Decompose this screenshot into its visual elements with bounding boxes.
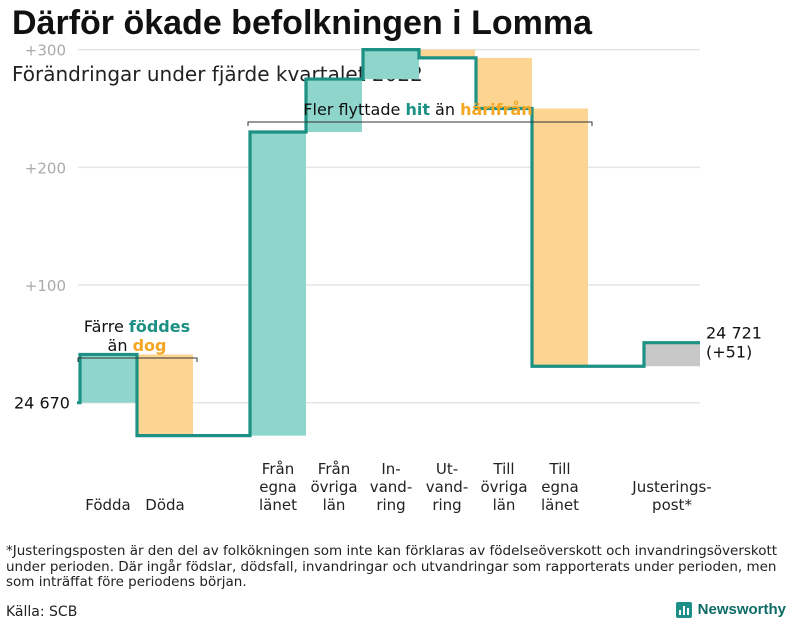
category-label-till_egna: länet bbox=[541, 496, 579, 514]
end-value-label: 24 721 bbox=[706, 324, 762, 343]
bar-chart-icon bbox=[675, 601, 692, 618]
moves-annotation: Fler flyttade hit än härifrån bbox=[303, 100, 532, 119]
category-label-invandring: vand- bbox=[370, 478, 413, 496]
y-tick-label: +200 bbox=[25, 159, 66, 177]
category-label-invandring: ring bbox=[376, 496, 405, 514]
category-label-fran_egna: Från bbox=[262, 460, 294, 478]
category-label-fodda: Födda bbox=[85, 496, 131, 514]
category-label-justering: post* bbox=[652, 496, 692, 514]
annotation-layer: Färre föddes än dog Fler flyttade hit än… bbox=[77, 100, 593, 362]
category-label-till_ovriga: län bbox=[493, 496, 516, 514]
category-label-till_egna: egna bbox=[541, 478, 578, 496]
start-value-label: 24 670 bbox=[14, 394, 70, 413]
y-tick-label: +100 bbox=[25, 277, 66, 295]
bar-layer bbox=[80, 49, 700, 436]
chart-title: Därför ökade befolkningen i Lomma bbox=[12, 4, 592, 42]
category-label-fran_ovriga: län bbox=[323, 496, 346, 514]
line-layer bbox=[77, 48, 700, 438]
category-label-invandring: In- bbox=[381, 460, 400, 478]
bar-doda bbox=[137, 354, 193, 436]
births-bracket bbox=[77, 357, 198, 362]
y-tick-label: +300 bbox=[25, 42, 66, 60]
bar-fran_egna bbox=[250, 132, 306, 436]
category-label-fran_ovriga: Från bbox=[318, 460, 350, 478]
category-label-utvandring: ring bbox=[432, 496, 461, 514]
footnote: *Justeringsposten är den del av folkökni… bbox=[6, 543, 778, 590]
bar-till_egna bbox=[532, 108, 588, 367]
category-label-till_ovriga: övriga bbox=[480, 478, 527, 496]
category-label-utvandring: Ut- bbox=[436, 460, 458, 478]
bar-fodda bbox=[80, 354, 136, 403]
brand-logo: Newsworthy bbox=[675, 601, 786, 618]
category-label-fran_egna: länet bbox=[259, 496, 297, 514]
category-label-justering: Justerings- bbox=[631, 478, 711, 496]
end-value-label: (+51) bbox=[706, 343, 752, 362]
cumulative-step-line bbox=[77, 48, 700, 438]
category-label-utvandring: vand- bbox=[426, 478, 469, 496]
category-label-doda: Döda bbox=[145, 496, 184, 514]
bar-justering bbox=[644, 342, 700, 367]
births-annotation-line2: än dog bbox=[108, 336, 167, 355]
brand-name: Newsworthy bbox=[697, 601, 786, 618]
bar-fran_ovriga bbox=[306, 79, 362, 133]
category-label-till_egna: Till bbox=[548, 460, 570, 478]
bar-utvandring bbox=[419, 49, 475, 58]
bar-invandring bbox=[363, 49, 419, 80]
category-label-fran_egna: egna bbox=[259, 478, 296, 496]
source-label: Källa: SCB bbox=[6, 604, 78, 620]
moves-bracket bbox=[247, 121, 593, 126]
waterfall-chart: +100+200+300 Födda DödaFrånegnalänetFrånö… bbox=[14, 42, 762, 514]
category-label-fran_ovriga: övriga bbox=[310, 478, 357, 496]
bar-till_ovriga bbox=[476, 57, 532, 109]
births-annotation-line1: Färre föddes bbox=[84, 317, 190, 336]
label-layer: Födda DödaFrånegnalänetFrånövrigalänIn-va… bbox=[14, 324, 762, 514]
category-label-till_ovriga: Till bbox=[492, 460, 514, 478]
